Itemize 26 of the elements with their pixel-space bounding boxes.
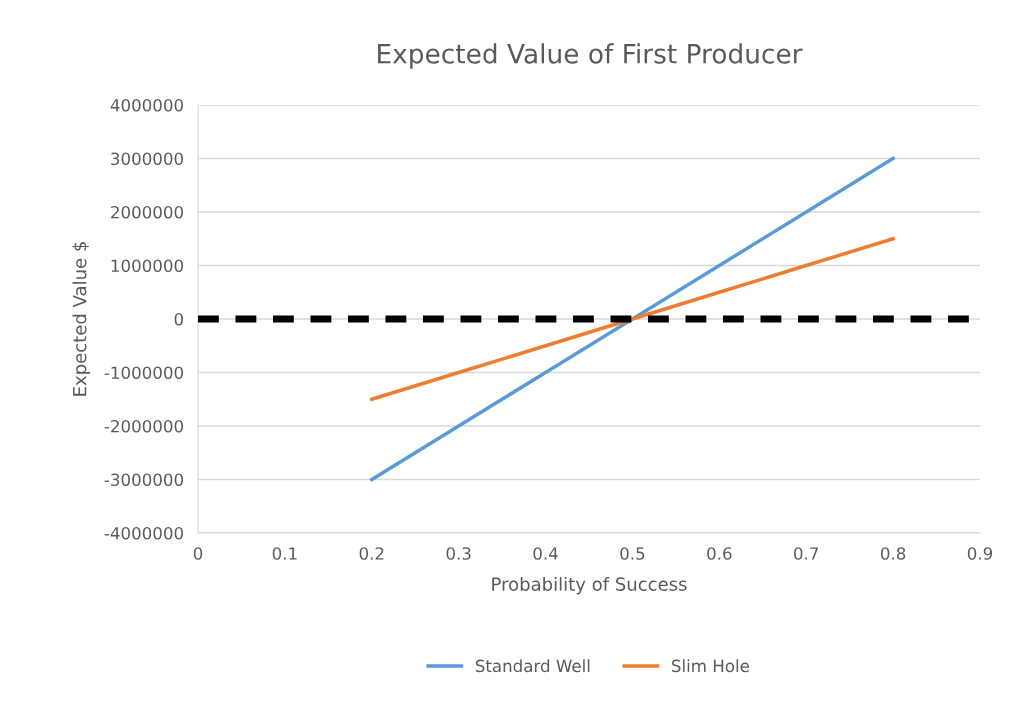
y-tick-label: -1000000	[104, 366, 183, 380]
line-series	[370, 237, 895, 401]
y-tick-label: 2000000	[111, 205, 183, 219]
x-tick-label: 0.3	[446, 547, 471, 560]
y-tick-label: 1000000	[111, 259, 183, 273]
legend-label: Slim Hole	[672, 659, 750, 673]
x-axis-title: Probability of Success	[492, 576, 687, 595]
y-tick-label: -3000000	[104, 473, 183, 487]
y-tick-label: -2000000	[104, 419, 183, 433]
legend-label: Standard Well	[475, 659, 590, 673]
y-tick-label: 0	[174, 312, 183, 326]
y-tick-label: 4000000	[110, 98, 183, 112]
x-tick-label: 0	[193, 547, 203, 560]
x-tick-label: 0.9	[967, 547, 993, 560]
y-axis-title: Expected Value $	[72, 242, 90, 396]
x-tick-label: 0.1	[272, 547, 297, 560]
x-tick-label: 0.5	[620, 547, 645, 560]
x-tick-label: 0.6	[707, 547, 732, 560]
y-tick-label: -4000000	[104, 526, 183, 540]
x-tick-label: 0.8	[880, 547, 906, 560]
line-series	[370, 156, 895, 482]
chart-title: Expected Value of First Producer	[378, 43, 803, 69]
x-tick-label: 0.4	[533, 547, 558, 560]
x-tick-label: 0.7	[794, 547, 819, 560]
x-tick-label: 0.2	[359, 547, 384, 560]
y-tick-label: 3000000	[111, 152, 183, 166]
